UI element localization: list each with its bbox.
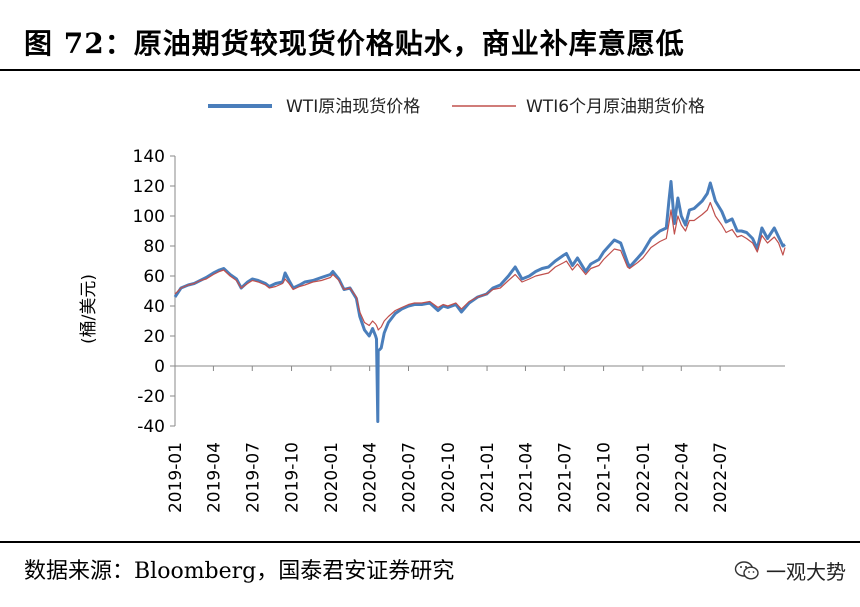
page-title: 图 72：原油期货较现货价格贴水，商业补库意愿低 [24,27,685,60]
x-tick-label: 2020-04 [361,442,381,513]
x-tick-label: 2019-04 [204,442,224,513]
x-axis: 2019-01 2019-04 2019-07 2019-10 2020-01 2020-… [166,365,785,513]
x-tick-label: 2019-01 [166,442,186,513]
bottom-divider [0,541,860,543]
series-layer [173,180,786,423]
x-tick-label: 2019-07 [243,442,263,513]
x-tick-label: 2020-07 [399,442,419,513]
y-axis: 140 120 100 80 60 40 20 0 -20 -40 [133,147,176,437]
wechat-icon [734,560,759,580]
line-chart: WTI原油现货价格 WTI6个月原油期货价格 (桶/美元) 140 120 100 8… [79,97,786,513]
y-tick-label: 40 [143,297,165,317]
series-line-wti-spot [173,180,786,423]
y-tick-label: 120 [133,177,165,197]
y-tick-label: -40 [137,417,165,437]
top-divider [0,69,860,71]
y-tick-label: 140 [133,147,165,167]
source-note: 数据来源：Bloomberg，国泰君安证券研究 [24,559,455,584]
x-tick-label: 2022-04 [672,442,692,513]
legend-label-spot: WTI原油现货价格 [286,97,420,117]
x-tick-label: 2020-01 [322,442,342,513]
series-line-wti-6m-futures [174,201,786,331]
y-tick-label: 100 [133,207,165,227]
legend-label-futures: WTI6个月原油期货价格 [526,97,705,117]
x-tick-label: 2019-10 [283,442,303,513]
y-tick-label: 20 [143,327,165,347]
y-tick-label: 80 [143,237,165,257]
x-tick-label: 2021-04 [516,442,536,513]
watermark: 一观大势 [734,556,846,585]
x-tick-label: 2021-07 [555,442,575,513]
x-tick-label: 2022-07 [711,442,731,513]
x-tick-label: 2021-10 [595,442,615,513]
x-tick-label: 2021-01 [478,442,498,513]
x-tick-label: 2022-01 [634,442,654,513]
x-tick-label: 2020-10 [439,442,459,513]
watermark-text: 一观大势 [766,560,846,584]
legend: WTI原油现货价格 WTI6个月原油期货价格 [208,97,705,117]
y-tick-label: 60 [143,267,165,287]
y-tick-label: -20 [137,387,165,407]
y-axis-label: (桶/美元) [79,274,99,344]
y-tick-label: 0 [154,357,165,377]
